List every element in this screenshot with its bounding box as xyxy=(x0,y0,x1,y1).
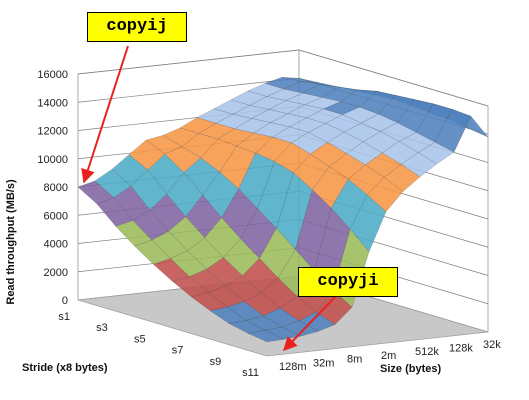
z-tick-label: 16000 xyxy=(37,69,68,81)
size-axis-title: Size (bytes) xyxy=(380,363,441,375)
gridline xyxy=(77,49,489,107)
z-tick-label: 0 xyxy=(62,295,68,307)
stride-tick-label: s11 xyxy=(242,367,259,379)
z-axis-ticks: 0 2000 4000 6000 8000 10000 12000 14000 16000 xyxy=(37,69,68,307)
size-tick-label: 128k xyxy=(449,343,473,355)
size-tick-label: 512k xyxy=(415,346,439,358)
copyji-arrow xyxy=(283,295,337,352)
size-tick-label: 2m xyxy=(381,350,396,362)
z-tick-label: 14000 xyxy=(37,97,68,109)
z-tick-label: 10000 xyxy=(37,154,68,166)
z-tick-label: 2000 xyxy=(44,267,68,279)
surface-mesh xyxy=(77,77,489,343)
surface-cell xyxy=(417,141,455,165)
size-tick-label: 8m xyxy=(347,354,362,366)
size-axis-ticks: 128m 32m 8m 2m 512k 128k 32k xyxy=(279,339,501,373)
copyji-callout: copyji xyxy=(298,267,398,297)
size-tick-label: 32m xyxy=(313,357,334,369)
z-tick-label: 12000 xyxy=(37,126,68,138)
z-axis-title: Read throughput (MB/s) xyxy=(5,179,17,305)
stride-axis-title: Stride (x8 bytes) xyxy=(22,362,108,374)
stride-tick-label: s7 xyxy=(172,345,184,357)
surface-cell xyxy=(349,194,387,253)
stride-tick-label: s1 xyxy=(58,311,70,323)
size-tick-label: 128m xyxy=(279,361,307,373)
annotation-arrows xyxy=(81,45,337,352)
copyij-arrow xyxy=(81,45,129,184)
stride-tick-label: s5 xyxy=(134,333,146,345)
size-tick-label: 32k xyxy=(483,339,501,351)
stride-tick-label: s3 xyxy=(96,322,108,334)
z-tick-label: 6000 xyxy=(44,210,68,222)
surface-cell xyxy=(315,289,353,325)
surface-cell xyxy=(366,177,404,213)
surface-cell xyxy=(383,163,421,192)
stride-axis-ticks: s1 s3 s5 s7 s9 s11 xyxy=(58,311,259,379)
z-tick-label: 8000 xyxy=(44,182,68,194)
z-tick-label: 4000 xyxy=(44,239,68,251)
copyij-callout: copyij xyxy=(87,12,187,42)
surface-cell xyxy=(400,152,438,178)
surface-cell xyxy=(434,108,472,153)
stride-tick-label: s9 xyxy=(210,356,222,368)
surface-cell xyxy=(281,320,319,337)
